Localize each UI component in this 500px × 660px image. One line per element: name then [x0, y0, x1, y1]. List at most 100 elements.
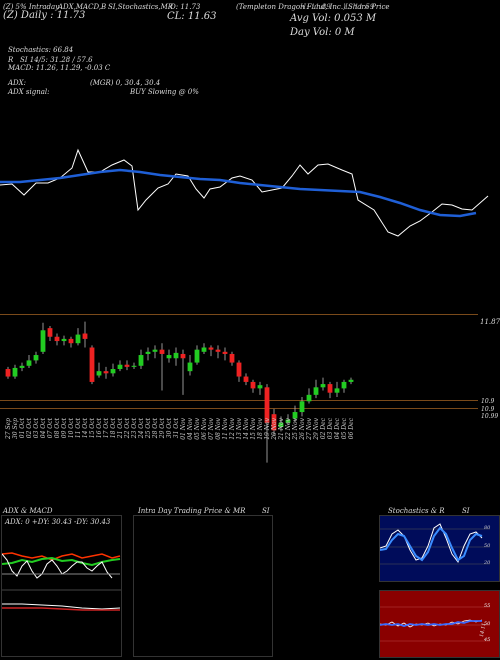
date-label: 11 Nov — [222, 418, 229, 440]
date-label: 31 Oct — [173, 418, 180, 439]
adx-white-line — [2, 553, 113, 579]
adx-mgr-readout: (MGR) 0, 30.4, 30.4 — [90, 79, 161, 87]
candle-body — [40, 330, 46, 352]
date-label: 07 Oct — [47, 418, 54, 439]
candle-body — [215, 349, 221, 352]
price-label-upper: 11.87 — [480, 318, 500, 326]
header-intraday: (Z) 5% Intraday — [3, 3, 60, 11]
price-level-line-mid — [0, 400, 478, 401]
candle-body — [257, 385, 263, 389]
si-label-50: 50 — [484, 621, 491, 627]
ma-overlay — [0, 148, 489, 237]
date-label: 16 Oct — [96, 418, 103, 439]
date-label: 08 Oct — [54, 418, 61, 439]
candle-body — [166, 355, 172, 359]
date-label: 06 Dec — [348, 418, 355, 440]
candle-body — [194, 349, 200, 363]
date-label: 27 Sep — [5, 418, 12, 440]
date-label: 02 Dec — [320, 418, 327, 440]
adx-red-line — [2, 552, 121, 561]
candle-body — [320, 384, 326, 388]
candle-body — [187, 362, 193, 372]
si-readout: SI 14/5: 31.28 / 57.6 — [20, 56, 93, 64]
candle-body — [250, 381, 256, 389]
date-label: 21 Nov — [278, 418, 285, 440]
date-label: 19 Nov — [264, 418, 271, 440]
intraday-panel — [133, 515, 273, 657]
header-low: L: 11.59 — [345, 3, 375, 11]
intra-panel-title: Intra Day Trading Price & MR — [138, 507, 246, 515]
candle-body — [131, 365, 137, 367]
candle-body — [145, 351, 151, 354]
price-line — [0, 148, 489, 237]
adx-readout: ADX: — [8, 79, 27, 87]
macd-signal-line — [2, 607, 120, 611]
candle-body — [201, 347, 207, 352]
date-label: 22 Nov — [285, 418, 292, 440]
date-label: 27 Nov — [306, 418, 313, 440]
date-label: 03 Oct — [33, 418, 40, 439]
header-day-volume: Day Vol: 0 M — [290, 27, 355, 38]
date-label: 08 Nov — [215, 418, 222, 440]
candle-body — [243, 376, 249, 382]
price-label-lower3: 10.99 — [481, 413, 499, 420]
date-label: 30 Sep — [12, 418, 19, 440]
candle-body — [75, 334, 81, 344]
date-label: 15 Nov — [250, 418, 257, 440]
date-label: 09 Oct — [61, 418, 68, 439]
date-label: 03 Dec — [327, 418, 334, 440]
adx-signal-readout: ADX signal: — [8, 88, 50, 96]
date-label: 05 Nov — [194, 418, 201, 440]
si-blue-line — [380, 620, 482, 627]
candle-body — [33, 355, 39, 361]
intra-panel-si: SI — [262, 507, 270, 515]
date-label: 26 Nov — [299, 418, 306, 440]
date-label: 13 Nov — [236, 418, 243, 440]
header-open: O: 11.73 — [170, 3, 201, 11]
candle-body — [110, 369, 116, 374]
date-label: 28 Oct — [152, 418, 159, 439]
si-label-55: 55 — [484, 603, 491, 609]
date-label: 06 Nov — [201, 418, 208, 440]
date-label: 29 Nov — [313, 418, 320, 440]
date-label: 17 Oct — [103, 418, 110, 439]
date-label: 25 Nov — [292, 418, 299, 440]
date-label: 11 Oct — [75, 418, 82, 439]
date-label: 02 Oct — [26, 418, 33, 439]
candle-body — [222, 351, 228, 354]
candle-body — [103, 371, 109, 374]
stochastics-readout: Stochastics: 66.84 — [8, 46, 74, 54]
adx-values: ADX: 0 +DY: 30.43 -DY: 30.43 — [5, 518, 111, 526]
candlestick-chart — [5, 321, 354, 463]
date-label: 23 Oct — [131, 418, 138, 439]
adx-panel-title: ADX & MACD — [3, 507, 53, 515]
candle-body — [327, 384, 333, 393]
candle-body — [68, 338, 74, 344]
header-title: (Templeton Dragon Fund, Inc.) Share Pric… — [236, 3, 390, 11]
date-label: 04 Oct — [40, 418, 47, 439]
stochastics-panel: 80 50 20 — [379, 515, 500, 582]
candle-body — [229, 353, 235, 363]
date-label: 22 Oct — [124, 418, 131, 439]
date-label: 10 Oct — [68, 418, 75, 439]
r-readout: R — [8, 56, 14, 64]
date-label: 04 Nov — [187, 418, 194, 440]
stoch-panel-title: Stochastics & R — [388, 507, 445, 515]
candle-body — [285, 419, 291, 423]
candle-body — [299, 401, 305, 413]
date-label: 29 Oct — [159, 418, 166, 439]
header-high: H: 11.89 — [300, 3, 331, 11]
candle-body — [26, 360, 32, 366]
date-label: 15 Oct — [89, 418, 96, 439]
price-level-line-lower — [0, 408, 478, 409]
date-label: 25 Oct — [145, 418, 152, 439]
candle-body — [138, 355, 144, 366]
date-label: 30 Oct — [166, 418, 173, 439]
stoch-label-80: 80 — [484, 525, 491, 531]
stoch-panel-si: SI — [462, 507, 470, 515]
macd-line — [2, 603, 121, 610]
candle-body — [19, 365, 25, 368]
candle-body — [278, 422, 284, 428]
candle-body — [61, 338, 67, 342]
date-label: 04 Dec — [334, 418, 341, 440]
